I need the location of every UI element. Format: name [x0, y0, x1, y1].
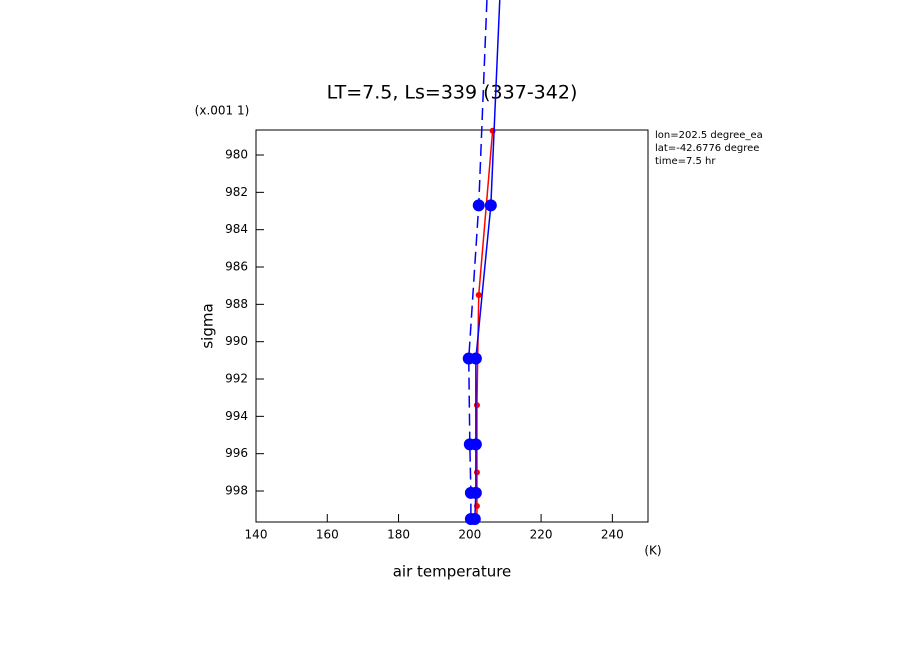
y-tick-label: 980: [225, 148, 248, 162]
y-tick-label: 992: [225, 372, 248, 386]
x-tick-label: 140: [245, 528, 268, 542]
data-point: [463, 438, 476, 451]
data-point: [464, 486, 477, 499]
x-tick-label: 200: [458, 528, 481, 542]
data-point: [472, 199, 485, 212]
y-tick-label: 984: [225, 222, 248, 236]
data-point: [484, 199, 497, 212]
data-point: [475, 292, 482, 299]
data-point: [464, 513, 477, 526]
annotation: time=7.5 hr: [655, 156, 716, 167]
chart-title: LT=7.5, Ls=339 (337-342): [327, 82, 578, 104]
y-tick-label: 990: [225, 334, 248, 348]
y-tick-label: 996: [225, 446, 248, 460]
y-tick-label: 994: [225, 409, 248, 423]
y-tick-label: 998: [225, 484, 248, 498]
x-tick-label: 220: [530, 528, 553, 542]
y-tick-label: 986: [225, 260, 248, 274]
annotation: lat=-42.6776 degree: [655, 143, 759, 154]
x-tick-label: 180: [387, 528, 410, 542]
x-units: (K): [644, 544, 661, 558]
annotation: lon=202.5 degree_ea: [655, 130, 763, 141]
x-tick-label: 240: [601, 528, 624, 542]
y-tick-label: 988: [225, 297, 248, 311]
y-tick-label: 982: [225, 185, 248, 199]
x-tick-label: 160: [316, 528, 339, 542]
y-units: (x.001 1): [195, 104, 250, 118]
data-point: [462, 352, 475, 365]
data-point: [473, 402, 480, 409]
plot-frame: [255, 129, 649, 523]
x-axis-label: air temperature: [393, 563, 512, 581]
y-axis-label: sigma: [199, 303, 217, 348]
data-point: [473, 469, 480, 476]
